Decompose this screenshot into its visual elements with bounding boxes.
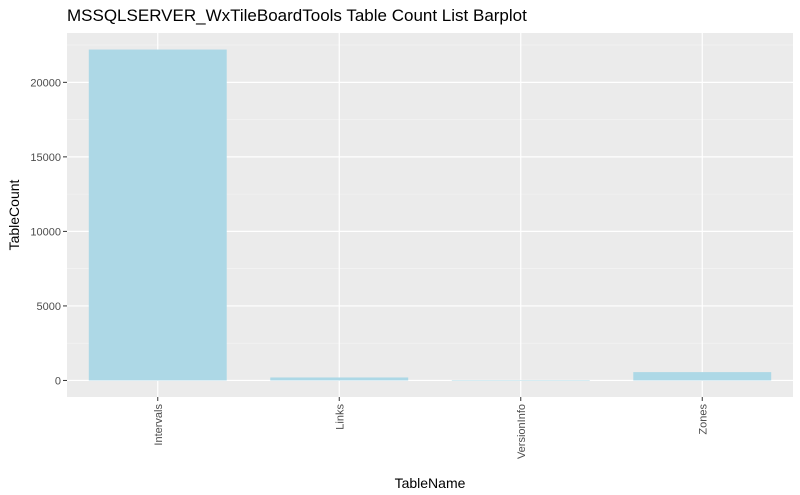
x-axis-title: TableName bbox=[395, 475, 466, 491]
y-tick-label: 0 bbox=[55, 375, 61, 387]
bars bbox=[88, 49, 772, 381]
bar-links bbox=[270, 377, 409, 381]
x-tick-label: VersionInfo bbox=[516, 404, 528, 459]
bar-versioninfo bbox=[451, 380, 590, 381]
y-tick-label: 15000 bbox=[30, 152, 61, 164]
y-axis: 0 5000 10000 15000 20000 bbox=[30, 77, 67, 387]
y-tick-label: 10000 bbox=[30, 226, 61, 238]
x-tick-label: Intervals bbox=[153, 404, 165, 446]
y-tick-label: 20000 bbox=[30, 77, 61, 89]
bar-intervals bbox=[88, 49, 227, 381]
x-tick-label: Links bbox=[334, 404, 346, 430]
x-axis: Intervals Links VersionInfo Zones bbox=[153, 397, 709, 459]
bar-zones bbox=[633, 372, 772, 381]
y-tick-label: 5000 bbox=[37, 301, 61, 313]
chart-title: MSSQLSERVER_WxTileBoardTools Table Count… bbox=[67, 6, 527, 25]
x-tick-label: Zones bbox=[697, 404, 709, 435]
y-axis-title: TableCount bbox=[6, 179, 22, 250]
